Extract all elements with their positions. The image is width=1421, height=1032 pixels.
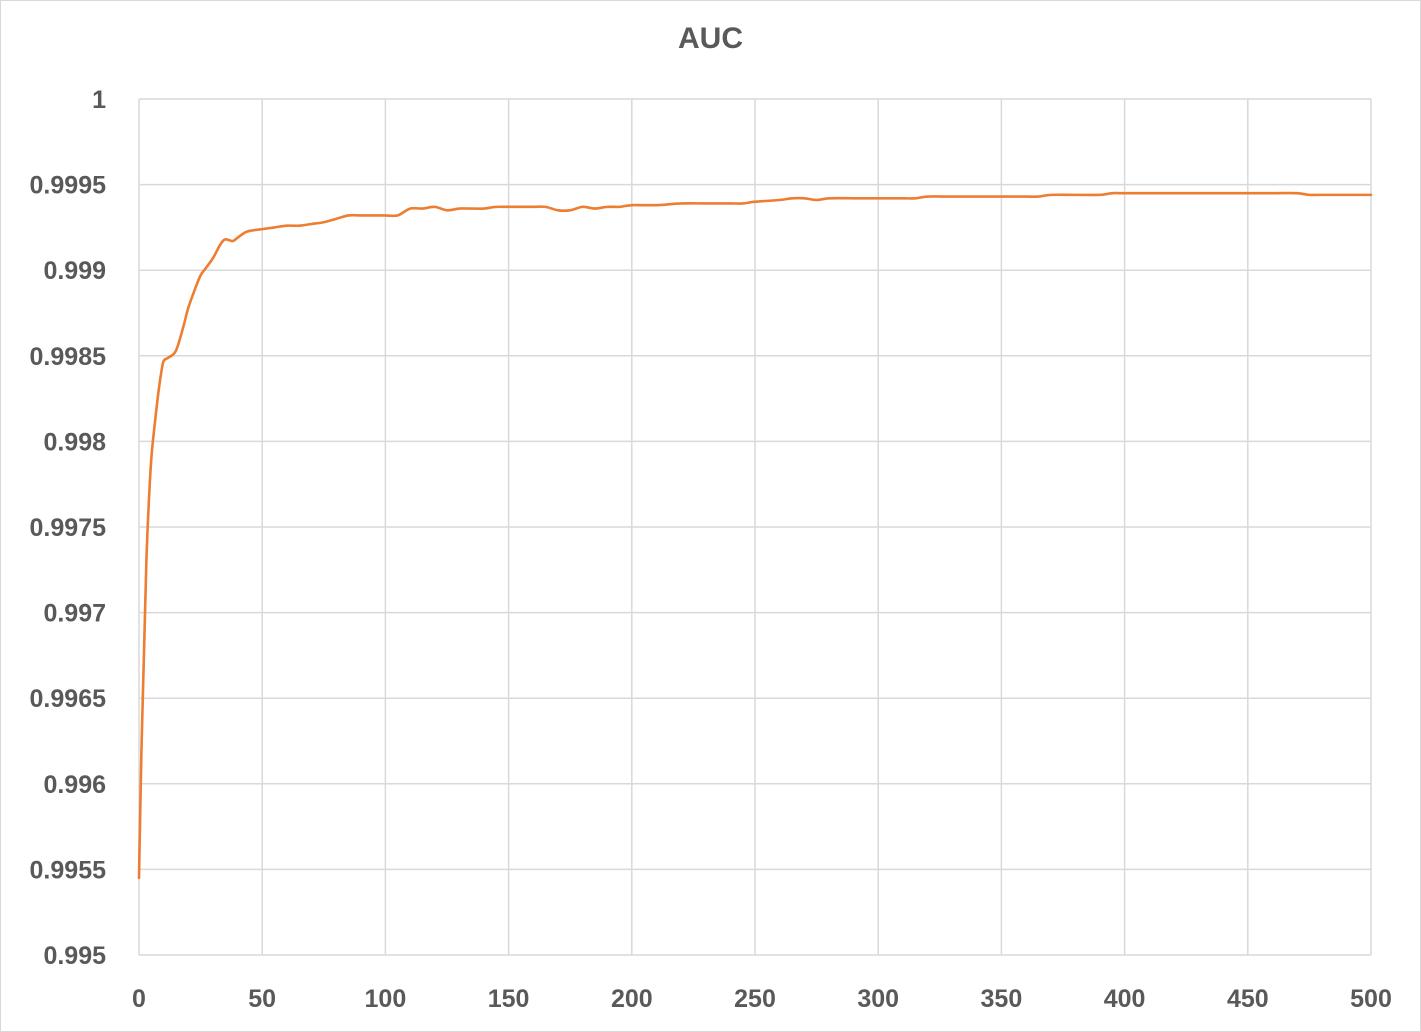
series-layer: [137, 191, 1373, 880]
x-tick-label: 150: [488, 985, 530, 1013]
x-tick-label: 350: [981, 985, 1023, 1013]
x-tick-label: 0: [132, 985, 146, 1013]
y-tick-label: 0.9995: [30, 172, 107, 200]
x-tick-label: 400: [1104, 985, 1146, 1013]
y-tick-label: 0.996: [43, 771, 106, 799]
x-tick-label: 50: [248, 985, 276, 1013]
x-tick-label: 250: [734, 985, 776, 1013]
y-tick-label: 0.999: [43, 257, 106, 285]
y-tick-label: 0.9955: [30, 856, 107, 884]
x-tick-label: 300: [857, 985, 899, 1013]
x-tick-label: 450: [1227, 985, 1269, 1013]
x-tick-label: 500: [1350, 985, 1392, 1013]
auc-series-line: [137, 191, 1373, 880]
y-tick-label: 0.998: [43, 428, 106, 456]
y-axis-tick-labels: 0.995 0.9955 0.996 0.9965 0.997 0.9975 0.998 0.…: [30, 86, 107, 970]
x-tick-label: 200: [611, 985, 653, 1013]
x-axis-tick-labels: 0 50 100 150 200 250 300 350 400 450 500: [132, 985, 1392, 1013]
grid-lines: [138, 98, 1372, 956]
x-tick-label: 100: [365, 985, 407, 1013]
y-tick-label: 0.995: [43, 942, 106, 970]
y-tick-label: 0.997: [43, 600, 106, 628]
chart-title: AUC: [678, 22, 743, 55]
y-tick-label: 0.9985: [30, 343, 107, 371]
y-tick-label: 0.9965: [30, 685, 107, 713]
y-tick-label: 1: [92, 86, 106, 114]
y-tick-label: 0.9975: [30, 514, 107, 542]
